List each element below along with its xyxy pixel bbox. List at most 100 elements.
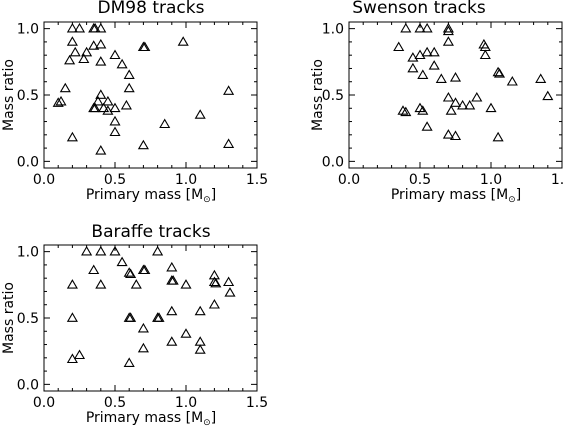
y-tick-label: 1.0 — [17, 245, 39, 261]
data-point-triangle — [95, 279, 107, 289]
data-point-triangle — [120, 99, 132, 110]
data-point-triangle — [78, 53, 90, 64]
data-point-triangle — [66, 36, 78, 46]
data-point-triangle — [493, 68, 506, 78]
data-point-triangle — [479, 49, 491, 60]
data-point-triangle — [116, 58, 128, 69]
data-point-triangle — [159, 118, 171, 129]
data-point-triangle — [98, 102, 110, 113]
y-tick-label: 0.0 — [17, 377, 39, 393]
y-tick-label: 0.0 — [17, 154, 39, 170]
data-point-triangle — [442, 36, 454, 46]
data-markers — [393, 22, 554, 142]
x-tick-label: 1.0 — [175, 395, 197, 411]
data-point-triangle — [123, 357, 135, 367]
data-point-triangle — [435, 73, 447, 83]
x-tick-label: 0.5 — [409, 172, 431, 188]
data-point-triangle — [166, 336, 178, 346]
data-point-triangle — [177, 36, 189, 46]
data-point-triangle — [109, 115, 121, 126]
x-tick-label: 1.0 — [175, 172, 197, 188]
data-point-triangle — [137, 139, 149, 150]
x-axis-label-text: Primary mass [M — [391, 187, 508, 203]
data-point-triangle — [223, 138, 235, 148]
x-tick-labels: 0.0 0.5 1.0 1.5 — [33, 172, 268, 188]
data-point-triangle — [123, 69, 135, 79]
data-point-triangle — [89, 102, 101, 113]
data-point-triangle — [471, 92, 483, 102]
solar-symbol: ⊙ — [203, 418, 211, 427]
data-point-triangle — [130, 279, 142, 289]
panel-title: Swenson tracks — [352, 0, 486, 18]
data-point-triangle — [414, 22, 426, 33]
data-point-triangle — [417, 105, 429, 115]
y-axis-label: Mass ratio — [310, 59, 326, 131]
data-point-triangle — [485, 102, 497, 113]
data-point-triangle — [223, 85, 235, 95]
axis-ticks — [348, 22, 563, 168]
panel-swenson: Swenson tracks 0.0 0.5 1.0 1.5 0.0 0.5 1.0 Ma… — [310, 0, 564, 205]
x-axis-label-text: Primary mass [M — [86, 410, 203, 426]
data-point-triangle — [102, 95, 114, 106]
x-tick-label: 0.0 — [33, 395, 55, 411]
data-point-triangle — [194, 109, 206, 119]
data-point-triangle — [535, 73, 547, 83]
y-axis-label: Mass ratio — [1, 59, 17, 131]
data-point-triangle — [73, 22, 86, 33]
data-point-triangle — [73, 349, 86, 360]
data-point-triangle — [139, 264, 151, 275]
x-tick-label: 1.0 — [480, 172, 502, 188]
data-point-triangle — [194, 305, 206, 316]
y-tick-labels: 0.0 0.5 1.0 — [17, 22, 39, 171]
x-axis-label-close: ] — [211, 187, 216, 203]
data-point-triangle — [95, 38, 107, 49]
data-point-triangle — [208, 299, 220, 309]
data-point-triangle — [442, 22, 454, 33]
y-tick-label: 0.0 — [322, 154, 344, 170]
data-point-triangle — [69, 46, 81, 57]
plot-frame — [43, 244, 258, 392]
x-axis-label-text: Primary mass [M — [86, 187, 203, 203]
data-point-triangle — [116, 256, 128, 267]
data-point-triangle — [123, 267, 135, 277]
data-point-triangle — [95, 245, 107, 256]
y-tick-labels: 0.0 0.5 1.0 — [17, 245, 39, 394]
data-point-triangle — [52, 97, 64, 107]
data-point-triangle — [88, 40, 100, 50]
data-point-triangle — [123, 82, 135, 93]
data-point-triangle — [194, 336, 206, 346]
data-point-triangle — [428, 46, 440, 57]
data-point-triangle — [542, 90, 554, 101]
y-tick-label: 0.5 — [17, 88, 39, 104]
data-point-triangle — [464, 99, 476, 110]
data-point-triangle — [55, 95, 67, 106]
x-axis-label-close: ] — [516, 187, 521, 203]
data-point-triangle — [457, 99, 469, 110]
data-point-triangle — [125, 312, 137, 322]
axis-ticks — [43, 245, 258, 391]
x-axis-label-close: ] — [211, 410, 216, 426]
data-point-triangle — [421, 121, 433, 131]
y-axis-label: Mass ratio — [1, 282, 17, 354]
data-point-triangle — [417, 69, 429, 79]
data-point-triangle — [89, 22, 101, 33]
y-tick-label: 0.5 — [17, 311, 39, 327]
data-point-triangle — [414, 49, 426, 60]
data-point-triangle — [109, 49, 121, 60]
y-tick-label: 0.5 — [322, 88, 344, 104]
data-point-triangle — [152, 245, 164, 256]
x-tick-label: 0.0 — [33, 172, 55, 188]
x-tick-labels: 0.0 0.5 1.0 1.5 — [33, 395, 268, 411]
data-point-triangle — [66, 279, 78, 289]
x-axis-label: Primary mass [M⊙] — [86, 187, 216, 205]
y-tick-labels: 0.0 0.5 1.0 — [322, 22, 344, 171]
x-axis-label: Primary mass [M⊙] — [391, 187, 521, 205]
data-point-triangle — [407, 62, 419, 73]
data-point-triangle — [428, 60, 440, 70]
data-markers — [52, 22, 235, 155]
data-point-triangle — [167, 275, 179, 285]
panel-baraffe: Baraffe tracks 0.0 0.5 1.0 1.5 0.0 0.5 1.0 Ma… — [1, 222, 268, 427]
data-point-triangle — [95, 22, 107, 33]
x-tick-labels: 0.0 0.5 1.0 1.5 — [338, 172, 564, 188]
